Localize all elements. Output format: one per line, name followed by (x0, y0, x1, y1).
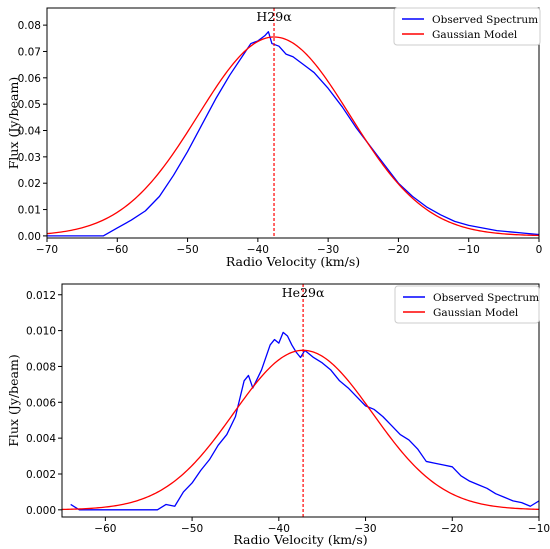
y-tick-label: 0.012 (26, 290, 56, 302)
y-tick-label: 0.010 (26, 326, 56, 338)
line-annotation: He29α (282, 285, 325, 300)
chart-panel-2: He29α −60 −50 −40 −30 −20 −10 0.000 0.002 0.004 0.… (6, 283, 550, 547)
x-tick-label: −70 (36, 244, 58, 256)
plot-area (47, 31, 539, 237)
y-tick-label: 0.006 (26, 397, 56, 409)
y-tick-label: 0.08 (18, 20, 41, 32)
x-tick-label: −60 (94, 523, 116, 535)
legend-entry: Observed Spectrum (433, 292, 539, 304)
axes-frame (61, 283, 540, 518)
x-tick-label: −20 (387, 244, 409, 256)
legend: Observed Spectrum Gaussian Model (394, 285, 540, 324)
y-tick-label: 0.06 (18, 73, 42, 85)
line-annotation: H29α (256, 9, 292, 24)
legend: Observed Spectrum Gaussian Model (393, 7, 541, 46)
x-tick-label: −20 (441, 523, 463, 535)
y-tick-label: 0.03 (18, 152, 41, 164)
legend-box (393, 7, 541, 46)
y-tick-label: 0.004 (26, 433, 56, 445)
x-tick-label: −10 (528, 523, 550, 535)
legend-entry: Gaussian Model (433, 307, 519, 319)
axes-frame (46, 7, 540, 239)
y-axis-label: Flux (Jy/beam) (6, 354, 21, 447)
x-tick-label: 0 (536, 244, 543, 256)
observed-spectrum-line (47, 31, 539, 237)
legend-entry: Observed Spectrum (432, 14, 538, 26)
chart-panel-1: H29α −70 −60 −50 −40 −30 −20 −10 0 0.00 0.01 0.02 0.… (6, 7, 543, 269)
y-tick-label: 0.04 (18, 126, 42, 138)
gaussian-model-line (47, 36, 539, 237)
x-axis-label: Radio Velocity (km/s) (233, 532, 367, 547)
y-tick-label: 0.002 (26, 469, 56, 481)
x-tick-label: −50 (176, 244, 198, 256)
y-tick-label: 0.05 (18, 99, 41, 111)
legend-entry: Gaussian Model (432, 29, 518, 41)
x-tick-label: −60 (106, 244, 128, 256)
legend-box (394, 285, 540, 324)
y-tick-label: 0.07 (18, 46, 41, 58)
x-tick-label: −30 (354, 523, 376, 535)
x-axis-label: Radio Velocity (km/s) (226, 254, 360, 269)
y-tick-label: 0.01 (18, 205, 41, 217)
y-axis-label: Flux (Jy/beam) (6, 77, 21, 170)
y-tick-label: 0.00 (18, 231, 41, 243)
y-tick-label: 0.02 (18, 178, 41, 190)
observed-spectrum-line (70, 331, 539, 511)
x-tick-label: −50 (181, 523, 203, 535)
x-tick-label: −40 (247, 244, 269, 256)
y-tick-label: 0.000 (26, 505, 56, 517)
x-tick-label: −10 (458, 244, 480, 256)
gaussian-model-line (62, 349, 539, 511)
x-tick-label: −40 (268, 523, 290, 535)
plot-area (62, 331, 539, 511)
y-tick-label: 0.008 (26, 361, 56, 373)
x-tick-label: −30 (317, 244, 339, 256)
